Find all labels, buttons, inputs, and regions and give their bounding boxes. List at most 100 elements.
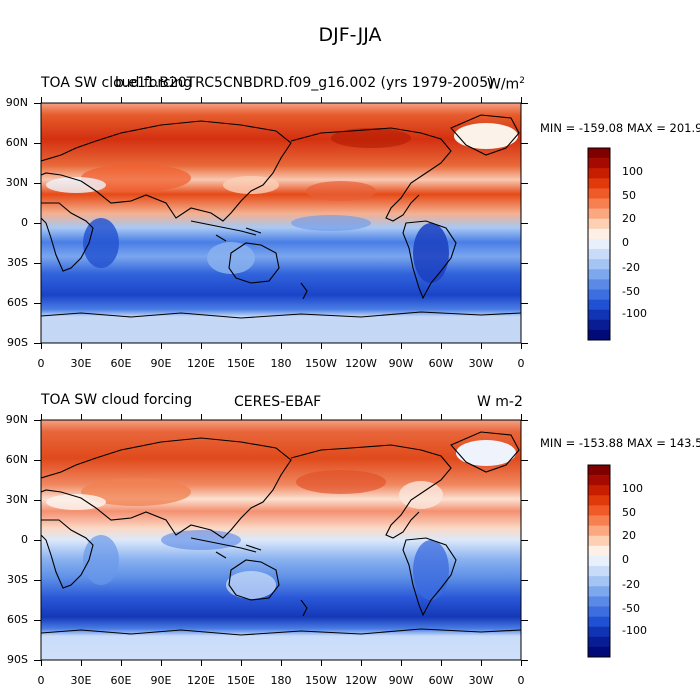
- lon-tick-top-1-1: [81, 414, 82, 420]
- colorbar-label-0-5: -50: [622, 285, 640, 298]
- lat-tick-L-1-3: [34, 540, 41, 541]
- lat-tick-L-1-5: [34, 620, 41, 621]
- lat-tick-L-1-2: [34, 500, 41, 501]
- colorbar-outline: [587, 147, 611, 341]
- lon-tick-1-11: [481, 660, 482, 666]
- lon-label-1-6: 180: [270, 674, 292, 687]
- colorbar-swatch: [588, 198, 610, 209]
- colorbar-swatch: [588, 319, 610, 331]
- panel-2-center-title: CERES-EBAF: [234, 394, 322, 410]
- lat-label-0-0: 90N: [5, 96, 28, 109]
- panel-1-left-title: TOA SW cloud forcing: [41, 75, 193, 91]
- lon-tick-top-0-3: [161, 97, 162, 103]
- colorbar-swatch: [588, 515, 610, 526]
- lon-tick-top-1-0: [41, 414, 42, 420]
- coast-nz: [300, 282, 308, 300]
- panel-2-map: [40, 419, 522, 661]
- lon-tick-1-0: [41, 660, 42, 666]
- lat-tick-R-1-3: [521, 540, 528, 541]
- colorbar-swatch: [588, 475, 610, 486]
- colorbar-label-1-4: -20: [622, 578, 640, 591]
- lon-label-0-11: 30W: [468, 357, 494, 370]
- lon-tick-top-1-2: [121, 414, 122, 420]
- lat-label-1-3: 0: [21, 533, 28, 546]
- lon-tick-top-0-9: [401, 97, 402, 103]
- lat-label-0-5: 60S: [7, 296, 28, 309]
- colorbar-swatch: [588, 586, 610, 597]
- panel-1-units: W/m2: [487, 76, 525, 93]
- lon-tick-1-6: [281, 660, 282, 666]
- coast-north-america: [290, 127, 452, 222]
- lon-tick-1-2: [121, 660, 122, 666]
- colorbar-label-1-2: 20: [622, 529, 636, 542]
- colorbar-swatch: [588, 606, 610, 617]
- lon-tick-1-12: [521, 660, 522, 666]
- lon-tick-top-1-6: [281, 414, 282, 420]
- lon-tick-top-0-1: [81, 97, 82, 103]
- colorbar-swatch: [588, 626, 610, 638]
- colorbar-swatch: [588, 329, 610, 341]
- lon-tick-top-0-6: [281, 97, 282, 103]
- lat-label-1-2: 30N: [5, 493, 28, 506]
- lon-label-0-3: 90E: [150, 357, 172, 370]
- lat-label-0-2: 30N: [5, 176, 28, 189]
- colorbar-label-0-3: 0: [622, 236, 629, 249]
- colorbar-swatch: [588, 299, 610, 310]
- colorbar-swatch: [588, 636, 610, 648]
- lon-tick-top-0-2: [121, 97, 122, 103]
- lat-label-0-1: 60N: [5, 136, 28, 149]
- lon-label-1-0: 0: [37, 674, 45, 687]
- lon-tick-0-11: [481, 343, 482, 349]
- lon-tick-1-8: [361, 660, 362, 666]
- lat-tick-R-0-3: [521, 223, 528, 224]
- lat-tick-L-0-1: [34, 143, 41, 144]
- colorbar-swatch: [588, 309, 610, 321]
- colorbar-swatch: [588, 168, 610, 179]
- lon-tick-top-1-5: [241, 414, 242, 420]
- colorbar-swatch: [588, 279, 610, 290]
- lon-tick-top-1-11: [481, 414, 482, 420]
- lon-tick-1-4: [201, 660, 202, 666]
- colorbar-label-0-6: -100: [622, 307, 647, 320]
- colorbar-swatch: [588, 238, 610, 250]
- panel-2-minmax: MIN = -153.88 MAX = 143.59: [540, 436, 700, 450]
- lat-label-0-6: 90S: [7, 336, 28, 349]
- lon-label-1-4: 120E: [187, 674, 215, 687]
- lat-tick-R-1-6: [521, 660, 528, 661]
- lon-label-0-4: 120E: [187, 357, 215, 370]
- lon-label-1-8: 120W: [345, 674, 377, 687]
- colorbar-label-1-5: -50: [622, 602, 640, 615]
- lon-label-0-1: 30E: [70, 357, 92, 370]
- lon-tick-1-3: [161, 660, 162, 666]
- lat-label-1-5: 60S: [7, 613, 28, 626]
- lat-tick-L-1-6: [34, 660, 41, 661]
- colorbar-swatch: [588, 566, 610, 577]
- lon-label-1-1: 30E: [70, 674, 92, 687]
- panel-1-colorbar: [587, 147, 611, 341]
- lat-label-1-4: 30S: [7, 573, 28, 586]
- colorbar-swatch: [588, 535, 610, 547]
- panel-1-center-title: b.e11.B20TRC5CNBDRD.f09_g16.002 (yrs 197…: [115, 75, 494, 91]
- coast-africa: [41, 202, 94, 272]
- lat-tick-L-1-4: [34, 580, 41, 581]
- coast-greenland: [450, 114, 520, 156]
- lon-tick-top-1-4: [201, 414, 202, 420]
- lat-label-0-3: 0: [21, 216, 28, 229]
- colorbar-swatch: [588, 545, 610, 557]
- colorbar-outline: [587, 464, 611, 658]
- lon-tick-top-0-12: [521, 97, 522, 103]
- lat-tick-L-0-2: [34, 183, 41, 184]
- lon-tick-top-1-10: [441, 414, 442, 420]
- lon-label-1-3: 90E: [150, 674, 172, 687]
- lon-label-0-8: 120W: [345, 357, 377, 370]
- lon-label-0-9: 90W: [388, 357, 414, 370]
- colorbar-swatch: [588, 158, 610, 169]
- colorbar-swatch: [588, 525, 610, 537]
- lon-label-0-12: 0: [517, 357, 525, 370]
- lon-tick-0-8: [361, 343, 362, 349]
- coast-indonesia: [190, 220, 262, 242]
- colorbar-label-1-3: 0: [622, 553, 629, 566]
- lon-label-1-7: 150W: [305, 674, 337, 687]
- colorbar-swatch: [588, 259, 610, 270]
- lon-tick-0-3: [161, 343, 162, 349]
